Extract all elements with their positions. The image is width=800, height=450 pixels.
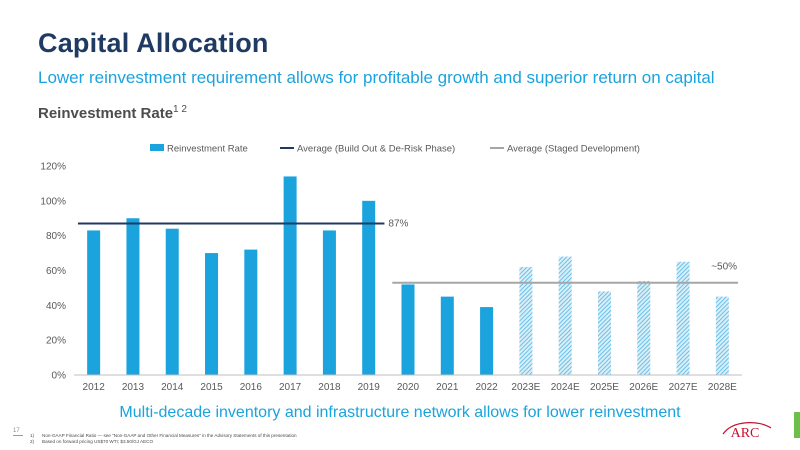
x-tick-label: 2023E: [511, 382, 540, 393]
legend-label-3: Average (Staged Development): [507, 144, 640, 155]
x-tick-label: 2014: [161, 382, 184, 393]
slide-title: Capital Allocation: [38, 28, 269, 58]
x-tick-label: 2020: [397, 382, 420, 393]
x-tick-label: 2021: [436, 382, 459, 393]
y-tick-label: 60%: [46, 266, 66, 277]
bar-2012: [87, 230, 101, 375]
footnote-2-text: Based on forward pricing US$70 WTI; $3.5…: [42, 439, 154, 444]
y-tick-label: 100%: [40, 196, 66, 207]
x-tick-label: 2019: [358, 382, 381, 393]
bar-2028E: [715, 296, 729, 375]
bar-2027E: [676, 261, 690, 375]
x-tick-label: 2012: [83, 382, 106, 393]
footnote-1: 1) Non-GAAP Financial Ratio — see "Non-GA…: [30, 433, 297, 439]
legend-label-2: Average (Build Out & De-Risk Phase): [297, 144, 455, 155]
page-number: 17: [13, 428, 20, 434]
x-tick-label: 2022: [475, 382, 498, 393]
brand-accent-bar: [794, 412, 800, 438]
bar-2019: [362, 200, 376, 375]
footnote-1-number: 1): [30, 433, 35, 438]
arc-logo-swoosh: [722, 422, 772, 435]
bar-2020: [401, 284, 415, 375]
bar-2018: [322, 230, 336, 375]
bar-2022: [480, 307, 494, 375]
legend-label-1: Reinvestment Rate: [167, 144, 248, 155]
footnote-2-number: 2): [30, 439, 35, 444]
x-tick-label: 2017: [279, 382, 302, 393]
y-tick-label: 120%: [40, 162, 66, 173]
y-axis: 0% 20% 40% 60% 80% 100% 120%: [40, 162, 66, 382]
y-tick-label: 80%: [46, 231, 66, 242]
arc-logo: ARC: [722, 422, 772, 441]
footnotes: 1) Non-GAAP Financial Ratio — see "Non-GA…: [30, 433, 297, 445]
bar-2017: [283, 176, 297, 375]
x-tick-label: 2015: [200, 382, 223, 393]
bar-2025E: [597, 291, 611, 375]
bars: [87, 176, 729, 375]
x-tick-label: 2028E: [708, 382, 737, 393]
y-tick-label: 0%: [52, 371, 67, 382]
chart-heading-text: Reinvestment Rate: [38, 105, 174, 122]
footnote-2: 2) Based on forward pricing US$70 WTI; $3…: [30, 439, 297, 445]
average-line-1-label: 87%: [388, 218, 408, 229]
bottom-note: Multi-decade inventory and infrastructur…: [119, 404, 681, 421]
footer-rule: [13, 435, 23, 436]
x-tick-label: 2016: [240, 382, 263, 393]
chart-legend: Reinvestment Rate Average (Build Out & De…: [150, 144, 640, 155]
y-tick-label: 40%: [46, 301, 66, 312]
bar-2026E: [637, 280, 651, 375]
bar-2024E: [558, 256, 572, 375]
x-tick-label: 2024E: [551, 382, 580, 393]
footnote-1-text: Non-GAAP Financial Ratio — see "Non-GAAP…: [42, 433, 297, 438]
reinvestment-rate-chart: Reinvestment Rate Average (Build Out & De…: [40, 144, 742, 393]
arc-logo-text: ARC: [731, 426, 760, 441]
bar-2015: [205, 253, 219, 375]
average-lines: 87% ~50%: [77, 218, 739, 284]
bar-2014: [165, 228, 179, 375]
y-tick-label: 20%: [46, 336, 66, 347]
chart-heading: Reinvestment Rate1 2: [38, 104, 187, 122]
average-line-2-label: ~50%: [711, 262, 737, 273]
x-tick-label: 2025E: [590, 382, 619, 393]
x-tick-label: 2026E: [629, 382, 658, 393]
chart-heading-footnote-refs: 1 2: [173, 104, 187, 115]
bar-2016: [244, 249, 258, 375]
slide-subtitle: Lower reinvestment requirement allows fo…: [38, 68, 715, 87]
bar-2021: [440, 296, 454, 375]
x-tick-label: 2027E: [669, 382, 698, 393]
bar-2013: [126, 218, 140, 375]
bar-2023E: [519, 267, 533, 375]
legend-swatch-1: [150, 144, 164, 151]
x-tick-label: 2013: [122, 382, 145, 393]
x-axis: 2012 2013 2014 2015 2016 2017 2018 2019 2020 2021…: [74, 374, 742, 393]
x-tick-label: 2018: [318, 382, 341, 393]
